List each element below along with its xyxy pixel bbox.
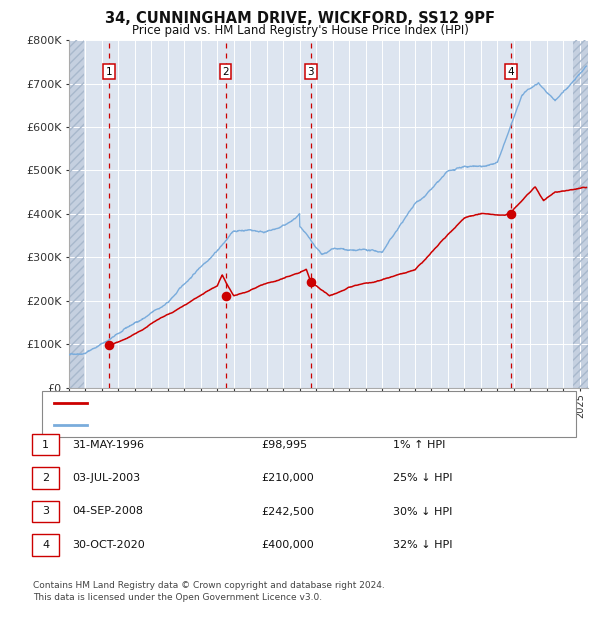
Bar <box>69 40 84 388</box>
Text: 1% ↑ HPI: 1% ↑ HPI <box>393 440 445 450</box>
Text: 1: 1 <box>106 66 112 76</box>
Point <box>306 277 316 287</box>
Text: 25% ↓ HPI: 25% ↓ HPI <box>393 473 452 483</box>
Text: 2: 2 <box>42 473 49 483</box>
Text: 34, CUNNINGHAM DRIVE, WICKFORD, SS12 9PF: 34, CUNNINGHAM DRIVE, WICKFORD, SS12 9PF <box>105 11 495 26</box>
Text: 34, CUNNINGHAM DRIVE, WICKFORD, SS12 9PF (detached house): 34, CUNNINGHAM DRIVE, WICKFORD, SS12 9PF… <box>93 398 452 408</box>
Bar <box>573 40 588 388</box>
Text: 4: 4 <box>508 66 514 76</box>
Text: Contains HM Land Registry data © Crown copyright and database right 2024.
This d: Contains HM Land Registry data © Crown c… <box>33 581 385 603</box>
Point <box>104 340 113 350</box>
Text: Price paid vs. HM Land Registry's House Price Index (HPI): Price paid vs. HM Land Registry's House … <box>131 24 469 37</box>
Bar <box>573 40 588 388</box>
Text: 04-SEP-2008: 04-SEP-2008 <box>72 507 143 516</box>
Text: £98,995: £98,995 <box>261 440 307 450</box>
Point <box>221 291 230 301</box>
Text: 3: 3 <box>42 507 49 516</box>
Point <box>506 209 516 219</box>
Text: HPI: Average price, detached house, Basildon: HPI: Average price, detached house, Basi… <box>93 420 342 430</box>
Text: £210,000: £210,000 <box>261 473 314 483</box>
Text: 4: 4 <box>42 540 49 550</box>
Text: 2: 2 <box>222 66 229 76</box>
Text: 3: 3 <box>307 66 314 76</box>
Text: £242,500: £242,500 <box>261 507 314 516</box>
Text: 32% ↓ HPI: 32% ↓ HPI <box>393 540 452 550</box>
Text: 30% ↓ HPI: 30% ↓ HPI <box>393 507 452 516</box>
Text: 30-OCT-2020: 30-OCT-2020 <box>72 540 145 550</box>
Text: 31-MAY-1996: 31-MAY-1996 <box>72 440 144 450</box>
Text: £400,000: £400,000 <box>261 540 314 550</box>
Bar <box>69 40 84 388</box>
Text: 1: 1 <box>42 440 49 450</box>
Text: 03-JUL-2003: 03-JUL-2003 <box>72 473 140 483</box>
